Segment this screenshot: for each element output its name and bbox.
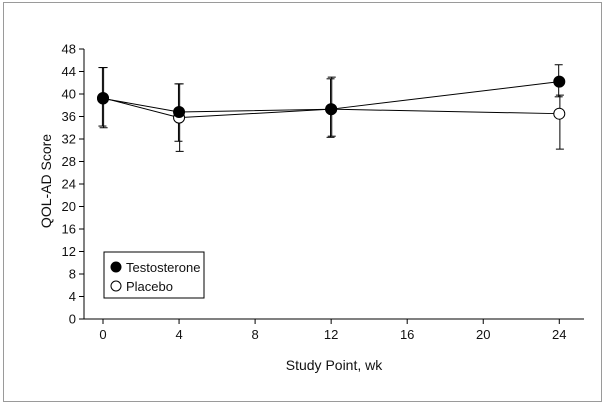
y-tick-label: 16: [62, 222, 76, 237]
y-tick-label: 8: [69, 267, 76, 282]
x-tick-label: 0: [99, 327, 106, 342]
y-tick-label: 20: [62, 199, 76, 214]
y-tick-label: 36: [62, 109, 76, 124]
x-tick-label: 24: [552, 327, 566, 342]
y-tick-label: 28: [62, 154, 76, 169]
y-tick-label: 0: [69, 312, 76, 327]
data-point-testosterone: [97, 92, 110, 105]
y-tick-label: 44: [62, 64, 76, 79]
y-tick-label: 24: [62, 177, 76, 192]
y-axis-label: QOL-AD Score: [38, 134, 54, 228]
y-tick-label: 4: [69, 289, 76, 304]
legend-marker-testosterone: [110, 261, 122, 273]
data-point-placebo: [553, 107, 566, 120]
x-tick-label: 20: [476, 327, 490, 342]
x-tick-label: 4: [175, 327, 182, 342]
series-line-placebo: [102, 97, 560, 119]
x-tick-label: 12: [324, 327, 338, 342]
y-tick-label: 40: [62, 87, 76, 102]
x-tick-label: 8: [251, 327, 258, 342]
legend-box: [103, 251, 205, 299]
y-tick-label: 12: [62, 244, 76, 259]
x-axis-label: Study Point, wk: [286, 357, 383, 373]
series-testosterone: [98, 64, 563, 142]
x-tick-label: 16: [400, 327, 414, 342]
legend: Testosterone Placebo: [103, 251, 205, 299]
y-tick-label: 48: [62, 42, 76, 57]
series-line-testosterone: [102, 81, 560, 113]
series-layer: [97, 64, 566, 152]
legend-label-placebo: Placebo: [126, 279, 173, 294]
y-tick-label: 32: [62, 132, 76, 147]
legend-label-testosterone: Testosterone: [126, 260, 200, 275]
data-point-testosterone: [325, 103, 338, 116]
legend-marker-placebo: [110, 280, 122, 292]
chart-frame: 0 4 8 12 16 20 24 28 32 36 40 44 48 0 4 8 12 16 20 24 Study…: [3, 2, 602, 402]
data-point-testosterone: [173, 106, 186, 118]
data-point-testosterone: [553, 75, 566, 88]
